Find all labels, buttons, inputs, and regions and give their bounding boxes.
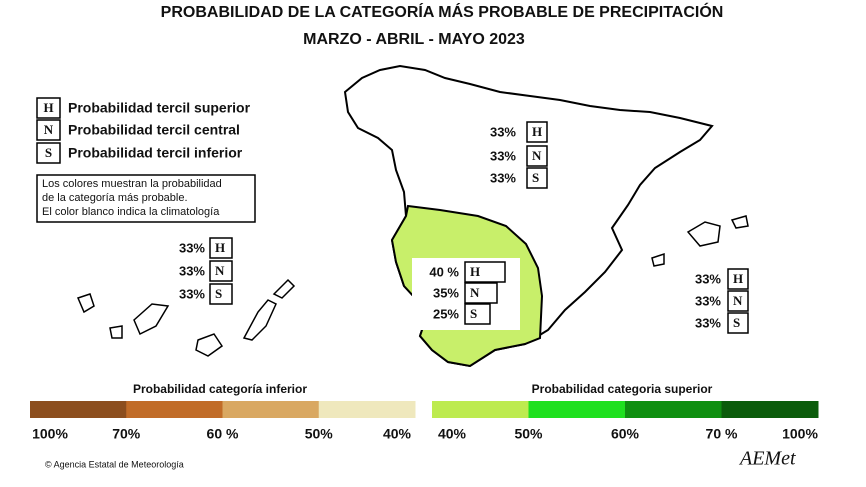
tercile-letter: H: [470, 264, 480, 279]
scale-title: Probabilidad categoria superior: [532, 382, 713, 396]
note-line: Los colores muestran la probabilidad: [42, 178, 222, 190]
island: [195, 333, 224, 357]
tercile-box: [526, 121, 548, 143]
tercile-letter: N: [532, 148, 542, 163]
probability-value: 33%: [490, 124, 516, 139]
scale-label: 60 %: [207, 426, 239, 442]
subtitle: MARZO - ABRIL - MAYO 2023: [303, 31, 525, 48]
scale-segment: [126, 401, 223, 418]
probability-value: 25%: [433, 306, 459, 321]
island: [730, 215, 749, 229]
legend-box: [36, 97, 61, 119]
scale-label: 70 %: [706, 426, 738, 442]
scale-segment: [625, 401, 722, 418]
scale-segment: [318, 401, 416, 418]
island: [272, 278, 296, 299]
probability-value: 33%: [179, 240, 205, 255]
tercile-box: [464, 282, 498, 304]
tercile-letter: H: [733, 271, 743, 286]
scale-segment: [432, 401, 529, 418]
title: PROBABILIDAD DE LA CATEGORÍA MÁS PROBABL…: [161, 2, 724, 21]
scale-label: 100%: [32, 426, 68, 442]
scale-label: 40%: [438, 426, 467, 442]
tercile-box: [464, 261, 506, 283]
tercile-box: [727, 268, 749, 290]
scale-label: 100%: [782, 426, 818, 442]
tercile-letter: S: [215, 286, 222, 301]
scale-segment: [222, 401, 320, 418]
scale-label: 40%: [383, 426, 412, 442]
scale-segment: [30, 401, 127, 418]
legend-box: [36, 119, 61, 141]
tercile-box: [526, 145, 548, 167]
probability-value: 40 %: [429, 264, 459, 279]
tercile-box: [209, 260, 233, 282]
note-line: El color blanco indica la climatología: [42, 206, 220, 218]
probability-value: 33%: [490, 170, 516, 185]
probability-value: 33%: [179, 286, 205, 301]
tercile-box: [727, 312, 749, 334]
scale-title: Probabilidad categoría inferior: [133, 382, 307, 396]
scale-label: 60%: [611, 426, 640, 442]
legend-label: Probabilidad tercil inferior: [68, 145, 243, 161]
island: [133, 303, 170, 336]
logo: AEMet: [738, 448, 796, 470]
island: [242, 299, 277, 341]
probability-value: 33%: [695, 315, 721, 330]
tercile-letter: H: [215, 240, 225, 255]
tercile-box: [209, 283, 233, 305]
note-box: [36, 174, 256, 223]
tercile-box: [209, 237, 233, 259]
island: [76, 293, 95, 314]
probability-value: 33%: [179, 263, 205, 278]
legend-box: [36, 142, 61, 164]
scale-label: 70%: [112, 426, 141, 442]
tercile-box: [727, 290, 749, 312]
legend-label: Probabilidad tercil central: [68, 122, 240, 138]
tercile-letter: S: [470, 306, 477, 321]
island: [109, 325, 123, 339]
scale-segment: [528, 401, 626, 418]
tercile-letter: N: [215, 263, 225, 278]
tercile-box: [464, 303, 491, 325]
scale-segment: [721, 401, 819, 418]
legend-letter: N: [44, 122, 54, 137]
legend-letter: S: [45, 145, 52, 160]
legend-label: Probabilidad tercil superior: [68, 100, 251, 116]
credit: © Agencia Estatal de Meteorología: [45, 459, 184, 469]
probability-value: 35%: [433, 285, 459, 300]
tercile-box: [526, 167, 548, 189]
tercile-letter: N: [470, 285, 480, 300]
island: [686, 221, 721, 247]
tercile-letter: N: [733, 293, 743, 308]
tercile-letter: S: [733, 315, 740, 330]
note-line: de la categoría más probable.: [42, 192, 188, 204]
probability-value: 33%: [695, 293, 721, 308]
tercile-letter: S: [532, 170, 539, 185]
legend-letter: H: [43, 100, 53, 115]
scale-label: 50%: [305, 426, 334, 442]
island: [651, 252, 665, 267]
tercile-letter: H: [532, 124, 542, 139]
probability-value: 33%: [695, 271, 721, 286]
probability-value: 33%: [490, 148, 516, 163]
scale-label: 50%: [514, 426, 543, 442]
